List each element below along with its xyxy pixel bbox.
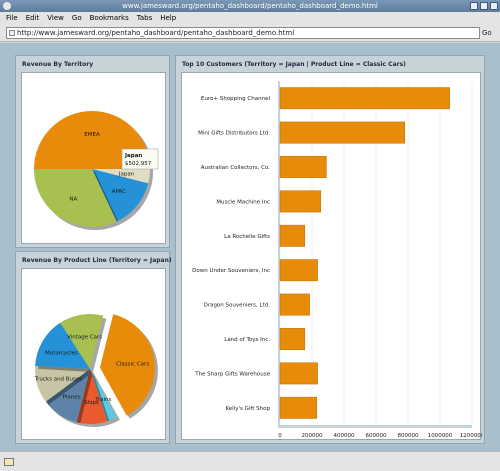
menu-bookmarks[interactable]: Bookmarks [89,14,129,22]
territory-label-emea: EMEA [84,132,100,138]
territory-panel-title: Revenue By Territory [22,61,94,68]
product-slice-classic-cars[interactable] [99,314,155,416]
tooltip-value: $502,957 [125,161,152,167]
close-icon[interactable] [490,2,498,10]
category-label-dragon-souveniers-ltd: Dragon Souveniers, Ltd. [204,303,271,309]
minimize-icon[interactable] [470,2,478,10]
product-label-ships: Ships [84,400,99,406]
x-tick-3: 600000 [366,433,387,439]
category-label-the-sharp-gifts-warehouse: The Sharp Gifts Warehouse [194,371,270,377]
territory-label-na: NA [69,196,77,202]
territory-slice-apac[interactable] [92,169,149,222]
y-axis [278,81,280,425]
product-label-motorcycles: Motorcycles [45,350,78,356]
x-tick-0: 0 [278,433,282,439]
window-titlebar[interactable]: www.jamesward.org/pentaho_dashboard/pent… [0,0,500,12]
menu-tabs[interactable]: Tabs [136,14,153,22]
bar-muscle-machine-inc[interactable] [279,190,322,213]
customers-panel-title: Top 10 Customers (Territory = Japan | Pr… [182,61,406,68]
category-label-kelly-s-gift-shop: Kelly's Gift Shop [225,406,270,412]
territory-label-japan: Japan [118,171,135,177]
customers-bar-chart[interactable]: 0 200000 400000 600000 800000 1000000 1200000 E… [182,73,485,441]
x-tick-4: 800000 [398,433,419,439]
menubar: File Edit View Go Bookmarks Tabs Help [0,12,500,24]
menu-help[interactable]: Help [160,14,177,22]
address-bar: http://www.jamesward.org/pentaho_dashboa… [0,24,500,42]
url-input[interactable]: http://www.jamesward.org/pentaho_dashboa… [6,27,480,39]
product-label-trucks-and-buses: Trucks and Buses [34,376,83,382]
product-label-classic-cars: Classic Cars [116,361,149,367]
category-label-mini-gifts-distributors-ltd: Mini Gifts Distributors Ltd. [198,131,270,137]
product-panel-title: Revenue By Product Line (Territory = Jap… [22,257,172,264]
territory-label-apac: APAC [112,189,126,195]
status-bar [0,451,500,471]
bar-mini-gifts-distributors-ltd[interactable] [279,121,406,144]
bar-euro-shopping-channel[interactable] [279,87,450,110]
bar-australian-collectors-co[interactable] [279,156,327,178]
x-axis [278,425,472,428]
menu-edit[interactable]: Edit [25,14,40,22]
category-label-la-rochelle-gifts: La Rochelle Gifts [224,234,270,240]
territory-slice-na[interactable] [34,169,117,227]
territory-pie-chart[interactable]: EMEA Japan APAC NA Japan $502,957 [22,73,167,245]
x-tick-2: 400000 [334,433,355,439]
x-tick-5: 1000000 [428,433,453,439]
customers-panel: Top 10 Customers (Territory = Japan | Pr… [175,55,485,444]
product-slice-vintage-cars[interactable] [60,314,104,369]
menu-view[interactable]: View [47,14,64,22]
bar-kelly-s-gift-shop[interactable] [279,396,318,419]
menu-file[interactable]: File [6,14,18,22]
go-button[interactable]: Go [482,29,492,37]
territory-tooltip: Japan $502,957 [121,148,159,170]
bar-the-sharp-gifts-warehouse[interactable] [279,362,318,385]
category-label-euro-shopping-channel: Euro+ Shopping Channel [201,96,270,102]
x-tick-1: 200000 [302,433,323,439]
bar-dragon-souveniers-ltd[interactable] [279,293,310,316]
page-icon [9,30,15,36]
tooltip-label: Japan [124,153,142,159]
product-slice-motorcycles[interactable] [35,322,90,369]
product-slice-planes[interactable] [45,369,90,423]
product-label-planes: Planes [63,394,81,400]
category-label-muscle-machine-inc: Muscle Machine Inc [216,199,270,205]
product-slice-trains[interactable] [90,369,117,422]
category-label-down-under-souveniers-inc: Down Under Souveniers, Inc [192,268,270,274]
product-label-vintage-cars: Vintage Cars [67,334,102,340]
product-panel: Revenue By Product Line (Territory = Jap… [15,251,172,444]
product-slice-trucks-and-buses[interactable] [35,365,90,402]
territory-slice-japan[interactable] [92,169,150,184]
territory-slice-emea[interactable] [34,111,150,169]
maximize-icon[interactable] [480,2,488,10]
bar-land-of-toys-inc[interactable] [279,328,306,350]
window-title: www.jamesward.org/pentaho_dashboard/pent… [122,2,378,10]
url-text: http://www.jamesward.org/pentaho_dashboa… [17,29,295,37]
bar-la-rochelle-gifts[interactable] [279,224,306,247]
x-tick-6: 1200000 [460,433,482,439]
product-label-trains: Trains [94,397,111,403]
product-slice-ships[interactable] [76,369,108,424]
security-icon [4,458,14,466]
dashboard: Revenue By Territory EMEA Japan APAC NA Japa… [0,43,500,451]
window-menu-icon[interactable] [3,2,11,10]
bar-down-under-souveniers-inc[interactable] [279,259,318,282]
menu-go[interactable]: Go [71,14,82,22]
category-label-australian-collectors-co: Australian Collectors, Co. [201,165,270,171]
category-label-land-of-toys-inc: Land of Toys Inc. [224,337,270,343]
territory-panel: Revenue By Territory EMEA Japan APAC NA Japa… [15,55,170,248]
